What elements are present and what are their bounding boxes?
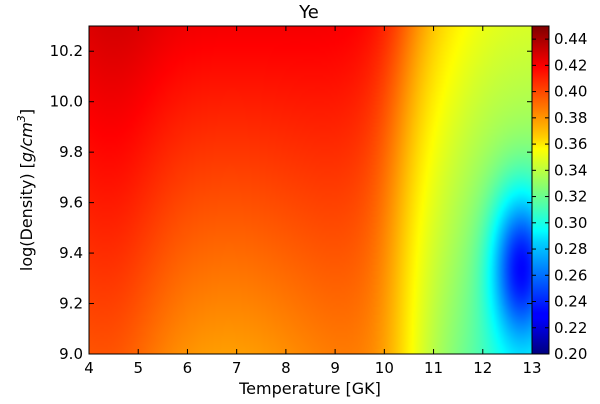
x-tick-label: 11	[424, 359, 443, 377]
heatmap-plot	[88, 25, 533, 355]
colorbar-tick-label: 0.36	[554, 135, 587, 153]
x-tick-label: 6	[183, 359, 193, 377]
heatmap-raster	[89, 26, 532, 354]
y-tick-label: 9.8	[59, 143, 83, 161]
x-axis-label: Temperature [GK]	[238, 379, 381, 398]
colorbar-tick-label: 0.40	[554, 83, 587, 101]
colorbar-tick-label: 0.34	[554, 161, 587, 179]
y-tick-label: 9.2	[59, 295, 83, 313]
colorbar-tick-label: 0.32	[554, 188, 587, 206]
x-tick-label: 7	[232, 359, 242, 377]
chart-title: Ye	[298, 2, 319, 23]
y-tick-label: 10.0	[50, 93, 83, 111]
y-tick-label: 9.0	[59, 345, 83, 363]
colorbar-tick-label: 0.44	[554, 30, 587, 48]
x-axis: 4 5 6 7 8 9 10 11 12 13	[84, 26, 542, 377]
y-axis: 9.0 9.2 9.4 9.6 9.8 10.0 10.2	[50, 42, 532, 363]
x-tick-label: 5	[133, 359, 143, 377]
x-tick-label: 8	[281, 359, 291, 377]
colorbar-ticks: 0.20 0.22 0.24 0.26 0.28 0.30 0.32 0.34 0.36 0.38…	[532, 30, 587, 363]
x-tick-label: 4	[84, 359, 94, 377]
y-tick-label: 9.4	[59, 244, 83, 262]
y-axis-label: log(Density) [g/cm3]	[15, 109, 36, 271]
x-tick-label: 9	[330, 359, 340, 377]
colorbar-tick-label: 0.24	[554, 293, 587, 311]
y-tick-label: 10.2	[50, 42, 83, 60]
y-tick-label: 9.6	[59, 194, 83, 212]
colorbar-tick-label: 0.30	[554, 214, 587, 232]
svg-text:log(Density) [g/cm3]: log(Density) [g/cm3]	[15, 109, 36, 271]
colorbar-tick-label: 0.26	[554, 266, 587, 284]
colorbar-tick-label: 0.38	[554, 109, 587, 127]
colorbar-tick-label: 0.22	[554, 319, 587, 337]
x-tick-label: 13	[522, 359, 541, 377]
colorbar-gradient	[531, 25, 550, 355]
x-tick-label: 10	[375, 359, 394, 377]
colorbar: 0.20 0.22 0.24 0.26 0.28 0.30 0.32 0.34 0.36 0.38…	[531, 25, 587, 363]
x-tick-label: 12	[473, 359, 492, 377]
colorbar-tick-label: 0.28	[554, 240, 587, 258]
colorbar-tick-label: 0.42	[554, 56, 587, 74]
colorbar-tick-label: 0.20	[554, 345, 587, 363]
